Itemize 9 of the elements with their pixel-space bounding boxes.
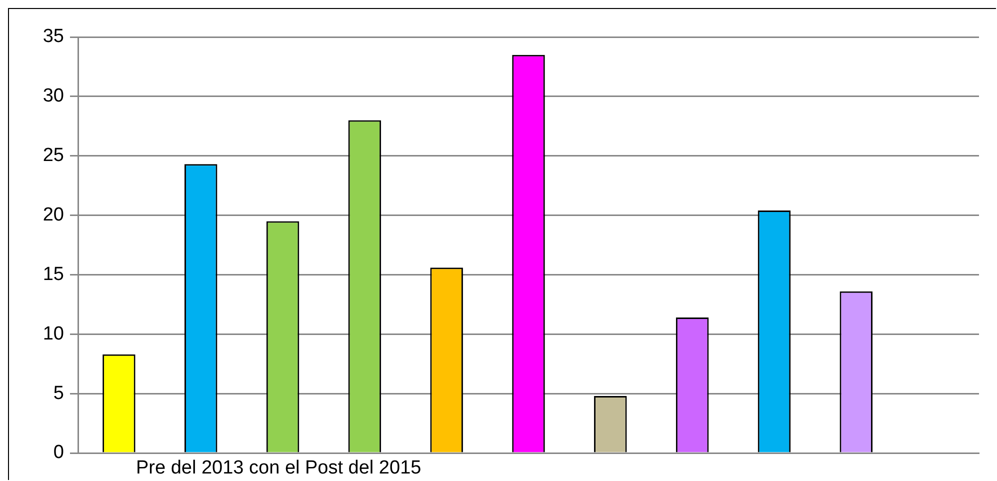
y-tick-label: 30: [42, 86, 64, 107]
y-tick-label: 20: [42, 204, 64, 226]
y-tick-label: 15: [42, 264, 64, 285]
y-tick-label: 10: [42, 323, 64, 344]
y-tick-label: 25: [42, 145, 64, 166]
y-tick-label: 5: [53, 382, 64, 404]
y-tick-label: 0: [53, 442, 64, 464]
text: Pre del 2013 con el Post del 2015: [136, 458, 422, 479]
y-tick-label: 35: [42, 26, 64, 48]
